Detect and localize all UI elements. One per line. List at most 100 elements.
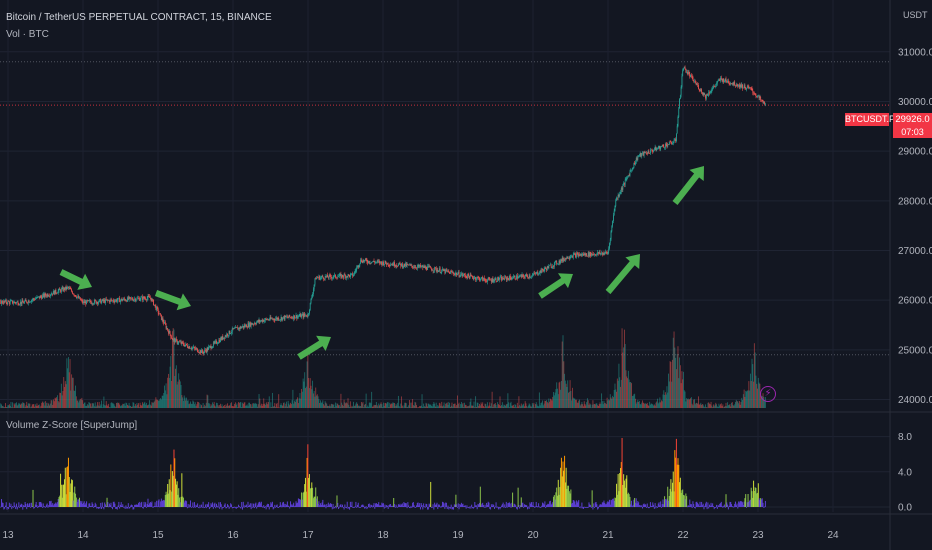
zscore-bar bbox=[175, 484, 177, 507]
volume-bar bbox=[431, 405, 432, 408]
zscore-bar bbox=[99, 507, 101, 509]
zscore-bar bbox=[44, 506, 46, 507]
zscore-bar bbox=[92, 503, 94, 507]
volume-bar bbox=[293, 403, 295, 408]
zscore-bar bbox=[763, 507, 765, 508]
volume-bar bbox=[634, 393, 636, 408]
lightning-icon[interactable]: ⚡ bbox=[760, 386, 776, 402]
volume-bar bbox=[75, 385, 76, 408]
volume-bar bbox=[205, 406, 206, 408]
candle-body bbox=[724, 78, 726, 82]
zscore-bar bbox=[612, 498, 614, 507]
volume-bar bbox=[589, 403, 591, 408]
zscore-bar bbox=[712, 506, 714, 507]
zscore-bar bbox=[430, 481, 432, 507]
zscore-bar bbox=[490, 507, 492, 510]
zscore-bar bbox=[393, 504, 395, 507]
candle-body bbox=[206, 347, 208, 353]
volume-bar bbox=[734, 404, 736, 408]
annotation-arrow[interactable] bbox=[538, 273, 573, 299]
volume-bar bbox=[491, 391, 493, 408]
volume-bar bbox=[638, 400, 640, 408]
candle-body bbox=[242, 326, 244, 328]
volume-bar bbox=[0, 403, 2, 408]
volume-bar bbox=[547, 403, 549, 408]
candle-body bbox=[461, 273, 462, 275]
zscore-bar bbox=[475, 505, 477, 507]
volume-bar bbox=[333, 404, 335, 408]
candle-body bbox=[403, 263, 405, 267]
zscore-bar bbox=[152, 506, 154, 508]
symbol-title[interactable]: Bitcoin / TetherUS PERPETUAL CONTRACT, 1… bbox=[6, 12, 272, 23]
volume-bar bbox=[295, 399, 297, 408]
candle-body bbox=[692, 76, 694, 81]
volume-bar bbox=[365, 393, 367, 408]
zscore-bar bbox=[49, 501, 51, 507]
candle-body bbox=[301, 314, 302, 318]
volume-bar bbox=[553, 392, 554, 408]
volume-bar bbox=[434, 406, 436, 408]
candle-body bbox=[566, 256, 568, 259]
candle-body bbox=[509, 275, 510, 281]
candle-body bbox=[434, 267, 436, 271]
zscore-bar bbox=[634, 502, 636, 507]
volume-bar bbox=[35, 405, 37, 408]
candle-body bbox=[608, 248, 610, 253]
volume-bar bbox=[121, 405, 123, 408]
zscore-bar bbox=[165, 491, 167, 507]
annotation-arrow[interactable] bbox=[605, 254, 640, 295]
volume-bar bbox=[557, 394, 559, 408]
zscore-bar bbox=[48, 505, 50, 507]
candle-body bbox=[484, 279, 486, 281]
currency-label[interactable]: USDT bbox=[903, 10, 928, 20]
volume-bar bbox=[14, 404, 16, 408]
candle-body bbox=[508, 278, 510, 281]
volume-bar bbox=[652, 404, 654, 408]
candle-body bbox=[75, 296, 77, 298]
zscore-bar bbox=[91, 502, 93, 507]
volume-bar bbox=[752, 364, 754, 408]
volume-bar bbox=[357, 403, 358, 408]
volume-title[interactable]: Vol · BTC bbox=[6, 29, 49, 40]
volume-bar bbox=[149, 400, 151, 408]
zscore-bar bbox=[291, 505, 293, 507]
volume-bar bbox=[594, 403, 595, 408]
annotation-arrow[interactable] bbox=[672, 166, 705, 205]
annotation-arrow[interactable] bbox=[297, 335, 331, 360]
candle-body bbox=[46, 295, 47, 297]
volume-bar bbox=[614, 383, 616, 408]
zscore-bar bbox=[686, 496, 688, 507]
candle-body bbox=[228, 330, 230, 336]
candle-body bbox=[512, 278, 513, 279]
volume-bar bbox=[704, 407, 706, 408]
zscore-bar bbox=[348, 507, 350, 508]
annotation-arrow[interactable] bbox=[59, 269, 92, 290]
candle-body bbox=[665, 144, 667, 145]
candle-body bbox=[18, 304, 20, 306]
zscore-bar bbox=[279, 502, 281, 507]
candle-body bbox=[652, 150, 654, 152]
zscore-bar bbox=[78, 497, 80, 507]
zscore-bar bbox=[381, 502, 383, 507]
candle-body bbox=[398, 264, 399, 267]
volume-bar bbox=[258, 394, 260, 408]
candle-body bbox=[550, 264, 551, 266]
candle-body bbox=[339, 274, 341, 275]
zscore-bar bbox=[500, 507, 502, 508]
zscore-bar bbox=[566, 488, 568, 507]
zscore-bar bbox=[241, 502, 243, 507]
indicator-title[interactable]: Volume Z-Score [SuperJump] bbox=[6, 420, 138, 431]
candle-body bbox=[318, 276, 320, 278]
volume-bar bbox=[190, 401, 191, 408]
volume-bar bbox=[368, 402, 370, 408]
zscore-bar bbox=[178, 497, 180, 507]
zscore-bar bbox=[256, 507, 258, 509]
zscore-bar bbox=[80, 502, 82, 507]
zscore-bar bbox=[704, 505, 706, 507]
volume-bar bbox=[346, 403, 348, 408]
annotation-arrow[interactable] bbox=[154, 290, 191, 311]
candle-body bbox=[487, 278, 489, 281]
candle-body bbox=[617, 194, 619, 199]
